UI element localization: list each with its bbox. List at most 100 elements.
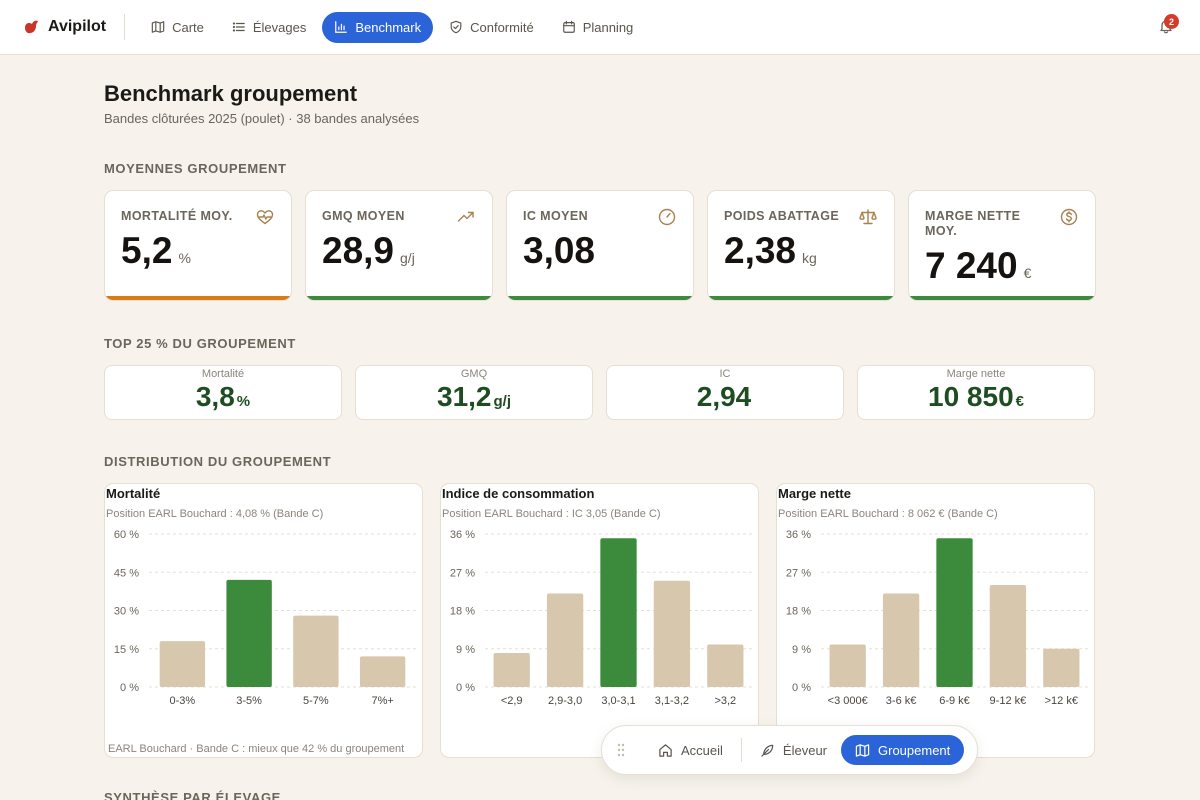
x-tick-label: 3,0-3,1 — [601, 695, 635, 707]
nav-elevages[interactable]: Élevages — [220, 12, 318, 43]
nav-conformite[interactable]: Conformité — [437, 12, 546, 43]
kpi-card-ic: IC MOYEN 3,08 — [506, 190, 694, 301]
calendar-icon — [562, 20, 575, 33]
histogram-bar — [226, 579, 272, 687]
top-unit: € — [1015, 393, 1024, 410]
nav-carte[interactable]: Carte — [139, 12, 216, 43]
x-tick-label: <3 000€ — [828, 695, 868, 707]
top-card-gmq: GMQ 31,2 g/j — [355, 365, 593, 420]
heart-pulse-icon — [255, 207, 275, 227]
kpi-value: 5,2 % — [121, 230, 275, 272]
kpi-value: 3,08 — [523, 230, 677, 272]
x-tick-label: >3,2 — [714, 695, 736, 707]
top-number: 10 850 — [928, 381, 1014, 412]
kpi-unit: kg — [802, 250, 817, 266]
y-tick-label: 0 % — [792, 682, 811, 694]
histogram-bar — [936, 538, 973, 687]
gauge-icon — [657, 207, 677, 227]
kpi-value: 7 240 € — [925, 245, 1079, 287]
histogram-bar — [600, 538, 637, 687]
top-label: GMQ — [460, 368, 488, 380]
x-tick-label: 2,9-3,0 — [548, 695, 582, 707]
top-number: 31,2 — [437, 381, 492, 412]
chart-title: Mortalité — [106, 486, 161, 501]
y-tick-label: 0 % — [456, 682, 475, 694]
kpi-unit: g/j — [400, 250, 415, 266]
distribution-row: Mortalité Position EARL Bouchard : 4,08 … — [104, 483, 1096, 758]
x-tick-label: 3-6 k€ — [886, 695, 917, 707]
chart-title: Indice de consommation — [442, 486, 595, 501]
app-name: Avipilot — [48, 18, 107, 35]
topbar-divider — [124, 14, 126, 40]
nav-benchmark[interactable]: Benchmark — [322, 11, 434, 43]
top-number: 3,8 — [195, 381, 235, 412]
x-tick-label: <2,9 — [501, 695, 523, 707]
kpi-value: 2,38 kg — [724, 230, 878, 272]
y-tick-label: 60 % — [114, 530, 139, 541]
top-value: 10 850 € — [858, 381, 1094, 413]
top-label: Marge nette — [946, 368, 1006, 380]
dollar-circle-icon — [1059, 207, 1079, 227]
drag-handle-icon[interactable] — [616, 742, 626, 758]
chart-subtitle: Position EARL Bouchard : 4,08 % (Bande C… — [106, 508, 324, 520]
kpi-number: 2,38 — [724, 230, 797, 271]
kpi-value: 28,9 g/j — [322, 230, 476, 272]
distribution-card-ic: Indice de consommation Position EARL Bou… — [440, 483, 759, 758]
histogram-bar — [293, 615, 339, 687]
nav-planning[interactable]: Planning — [550, 12, 646, 43]
top-value: 2,94 — [607, 381, 843, 413]
distribution-card-margin: Marge nette Position EARL Bouchard : 8 0… — [776, 483, 1095, 758]
kpi-number: 7 240 — [925, 245, 1018, 286]
ic-histogram: 0 % 9 % 18 % 27 % 36 % <2,9 2,9-3,0 3,0-3,1 3,1-… — [450, 530, 752, 707]
chicken-logo-icon — [25, 20, 38, 34]
histogram-bar — [493, 653, 530, 687]
kpi-accent-bar — [507, 296, 693, 300]
section-title-averages: MOYENNES GROUPEMENT — [104, 161, 287, 176]
nav-planning-label: Planning — [582, 19, 634, 35]
notifications-button[interactable]: 2 — [1158, 14, 1179, 36]
x-tick-label: >12 k€ — [1045, 695, 1078, 707]
x-tick-label: 3,1-3,2 — [655, 695, 689, 707]
y-tick-label: 27 % — [450, 567, 475, 579]
histogram-bar — [159, 641, 206, 687]
y-tick-label: 30 % — [114, 606, 139, 618]
chart-subtitle: Position EARL Bouchard : IC 3,05 (Bande … — [442, 508, 661, 520]
top-card-ic: IC 2,94 — [606, 365, 844, 420]
view-groupement[interactable]: Groupement — [841, 735, 965, 765]
kpi-unit: % — [178, 250, 191, 266]
y-tick-label: 18 % — [450, 606, 475, 618]
histogram-bar — [1043, 648, 1080, 687]
section-title-top: TOP 25 % DU GROUPEMENT — [104, 336, 296, 351]
scale-icon — [858, 207, 878, 227]
y-tick-label: 27 % — [786, 567, 811, 579]
top-value: 3,8 % — [105, 381, 341, 413]
histogram-bar — [359, 656, 406, 687]
home-icon — [659, 743, 672, 757]
top-quartile-row: Mortalité 3,8 % GMQ 31,2 g/j IC 2,94 Mar… — [104, 365, 1096, 420]
kpi-unit: € — [1023, 265, 1032, 281]
kpi-label: GMQ MOYEN — [322, 209, 405, 223]
top-unit: % — [236, 393, 251, 410]
nav-carte-label: Carte — [172, 19, 204, 35]
y-tick-label: 36 % — [450, 530, 475, 541]
y-tick-label: 36 % — [786, 530, 811, 541]
kpi-label: IC MOYEN — [523, 209, 589, 223]
top-value: 31,2 g/j — [356, 381, 592, 413]
shield-icon — [450, 20, 462, 34]
map-icon — [855, 743, 870, 757]
view-eleveur[interactable]: Éleveur — [746, 735, 841, 765]
kpi-label: MARGE NETTE MOY. — [925, 209, 1021, 238]
histogram-bar — [707, 644, 744, 687]
map-icon — [151, 21, 165, 33]
margin-histogram: 0 % 9 % 18 % 27 % 36 % <3 000€ 3-6 k€ 6-9 k€ 9-1… — [786, 530, 1088, 707]
kpi-accent-bar — [105, 296, 291, 300]
kpi-card-margin: MARGE NETTE MOY. 7 240 € — [908, 190, 1096, 301]
view-accueil[interactable]: Accueil — [644, 735, 737, 765]
view-groupement-label: Groupement — [878, 742, 951, 758]
x-tick-label: 3-5% — [236, 695, 262, 707]
y-tick-label: 18 % — [786, 606, 811, 618]
logo[interactable]: Avipilot — [22, 0, 106, 55]
histogram-bar — [989, 585, 1027, 687]
kpi-card-weight: POIDS ABATTAGE 2,38 kg — [707, 190, 895, 301]
histogram-bar — [653, 580, 691, 687]
